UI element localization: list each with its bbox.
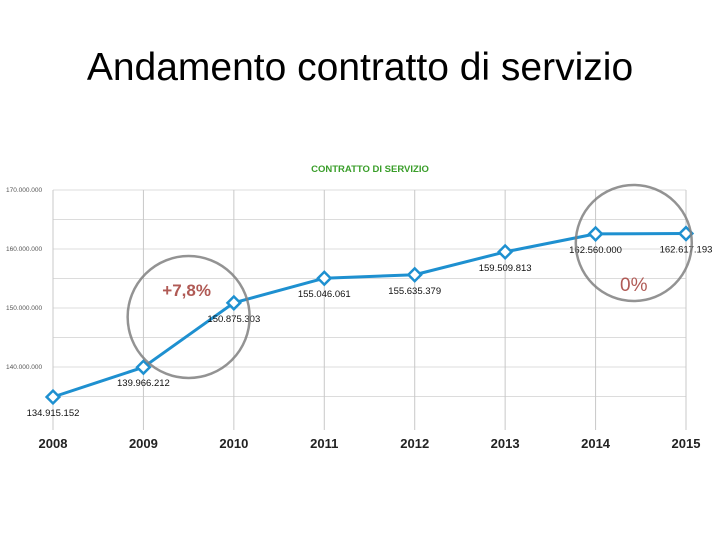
y-tick-label: 150.000.000 [6, 305, 43, 312]
data-point-marker [406, 266, 423, 283]
chart-title: CONTRATTO DI SERVIZIO [311, 164, 429, 175]
data-point-marker [316, 270, 333, 287]
data-label: 139.966.212 [117, 378, 170, 389]
y-tick-label: 170.000.000 [6, 187, 43, 194]
data-point-marker [677, 225, 695, 242]
data-point-marker [44, 388, 62, 406]
x-tick-label: 2014 [581, 436, 611, 451]
data-label: 134.915.152 [27, 408, 80, 419]
highlight-circle [574, 183, 694, 303]
data-label: 159.509.813 [479, 263, 532, 274]
x-tick-label: 2015 [672, 436, 701, 451]
data-point-marker [135, 359, 152, 376]
series-line [52, 232, 687, 399]
slide-title: Andamento contratto di servizio [86, 46, 634, 89]
x-tick-label: 2010 [219, 436, 248, 451]
x-tick-label: 2013 [491, 436, 520, 451]
y-tick-label: 160.000.000 [6, 246, 43, 253]
x-tick-label: 2012 [400, 436, 429, 451]
x-tick-label: 2008 [39, 436, 68, 451]
data-label: 155.046.061 [298, 289, 351, 300]
y-tick-label: 140.000.000 [6, 364, 43, 371]
data-label: 162.617.193 [660, 245, 713, 256]
data-point-marker [587, 225, 604, 243]
data-point-marker [497, 243, 514, 261]
annotation-label: +7,8% [162, 281, 211, 300]
data-label: 150.875.303 [207, 314, 260, 325]
x-tick-label: 2011 [310, 436, 338, 451]
data-point-marker [225, 294, 242, 311]
x-tick-label: 2009 [129, 436, 158, 451]
annotation-label: 0% [620, 275, 648, 296]
highlight-circle [126, 254, 251, 380]
data-label: 155.635.379 [388, 286, 441, 297]
data-label: 162.560.000 [569, 245, 622, 256]
